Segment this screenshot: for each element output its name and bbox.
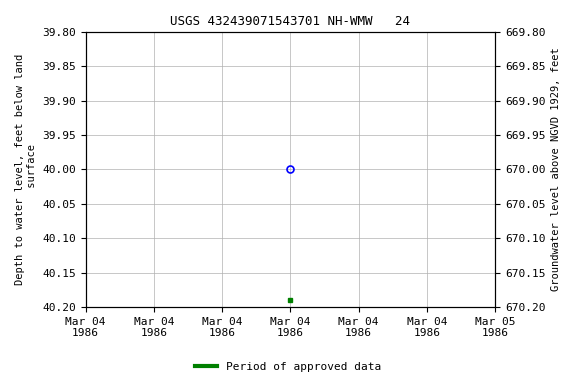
- Legend: Period of approved data: Period of approved data: [191, 358, 385, 377]
- Y-axis label: Groundwater level above NGVD 1929, feet: Groundwater level above NGVD 1929, feet: [551, 48, 561, 291]
- Title: USGS 432439071543701 NH-WMW   24: USGS 432439071543701 NH-WMW 24: [170, 15, 411, 28]
- Y-axis label: Depth to water level, feet below land
 surface: Depth to water level, feet below land su…: [15, 54, 37, 285]
